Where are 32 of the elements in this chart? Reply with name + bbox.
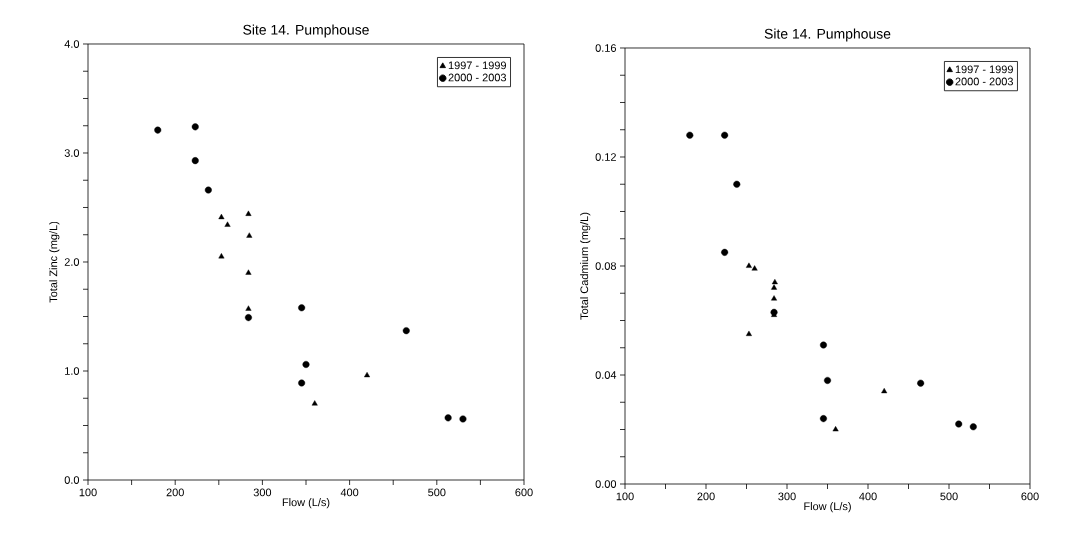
y-tick-label: 0.04 (595, 371, 617, 379)
y-tick-label: 0.00 (595, 480, 617, 488)
x-tick-label: 400 (340, 488, 359, 497)
x-tick-label: 100 (616, 492, 634, 501)
legend-label: 2000 - 2003 (448, 73, 507, 82)
y-axis-title: Total Cadmium (mg/L) (580, 212, 591, 320)
x-axis-title: Flow (L/s) (804, 502, 851, 513)
x-tick-label: 200 (697, 492, 715, 501)
legend-label: 1997 - 1999 (448, 61, 506, 70)
x-tick-label: 600 (1021, 492, 1039, 501)
chart-title: Site 14. Pumphouse (764, 28, 891, 42)
x-tick-label: 500 (428, 488, 446, 497)
x-tick-label: 400 (859, 492, 877, 501)
legend-label: 2000 - 2003 (955, 77, 1013, 86)
x-tick-label: 300 (253, 488, 272, 497)
x-tick-label: 200 (166, 488, 184, 497)
x-tick-label: 100 (79, 488, 97, 497)
y-tick-label: 1.0 (65, 367, 80, 375)
x-tick-label: 300 (778, 492, 796, 501)
x-axis-title: Flow (L/s) (282, 498, 330, 509)
y-axis-title: Total Zinc (mg/L) (49, 221, 60, 303)
y-tick-label: 4.0 (64, 40, 80, 48)
y-tick-label: 0.0 (64, 476, 80, 484)
y-tick-label: 0.16 (595, 44, 616, 52)
x-tick-label: 500 (940, 492, 958, 501)
chart-title: Site 14. Pumphouse (243, 24, 369, 38)
y-tick-label: 0.08 (595, 262, 616, 270)
y-tick-label: 3.0 (64, 149, 80, 157)
y-tick-label: 2.0 (64, 258, 80, 266)
y-tick-label: 0.12 (595, 153, 616, 161)
legend-label: 1997 - 1999 (955, 65, 1013, 74)
x-tick-label: 600 (515, 488, 533, 497)
